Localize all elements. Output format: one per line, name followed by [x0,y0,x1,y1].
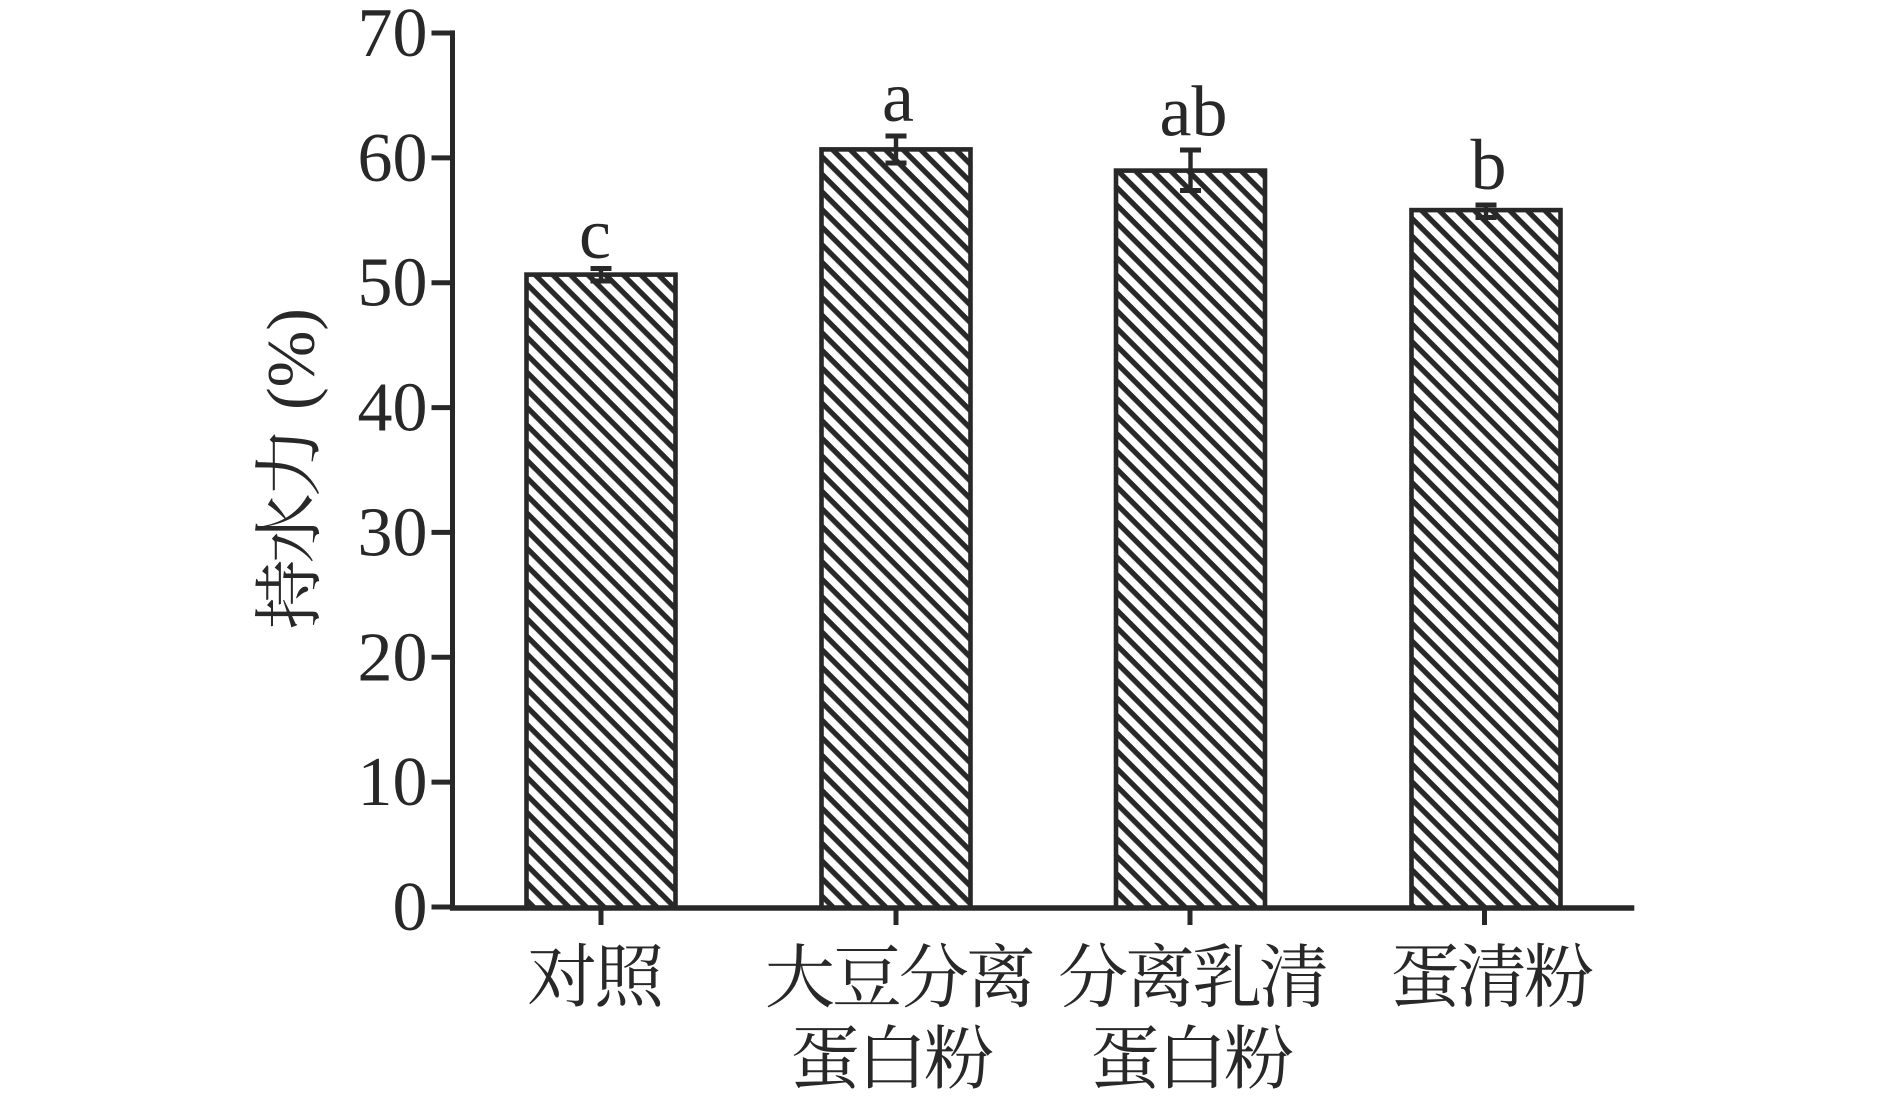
svg-text:b: b [1471,125,1507,205]
svg-text:0: 0 [393,869,428,946]
svg-text:70: 70 [358,0,428,72]
svg-text:(%): (%) [253,308,329,410]
svg-text:c: c [579,194,611,274]
svg-text:50: 50 [358,245,428,322]
svg-text:60: 60 [358,120,428,197]
svg-text:a: a [882,57,914,137]
svg-text:10: 10 [358,744,428,821]
svg-text:20: 20 [358,619,428,696]
svg-text:40: 40 [358,370,428,447]
svg-text:ab: ab [1160,72,1228,152]
svg-text:30: 30 [358,494,428,571]
